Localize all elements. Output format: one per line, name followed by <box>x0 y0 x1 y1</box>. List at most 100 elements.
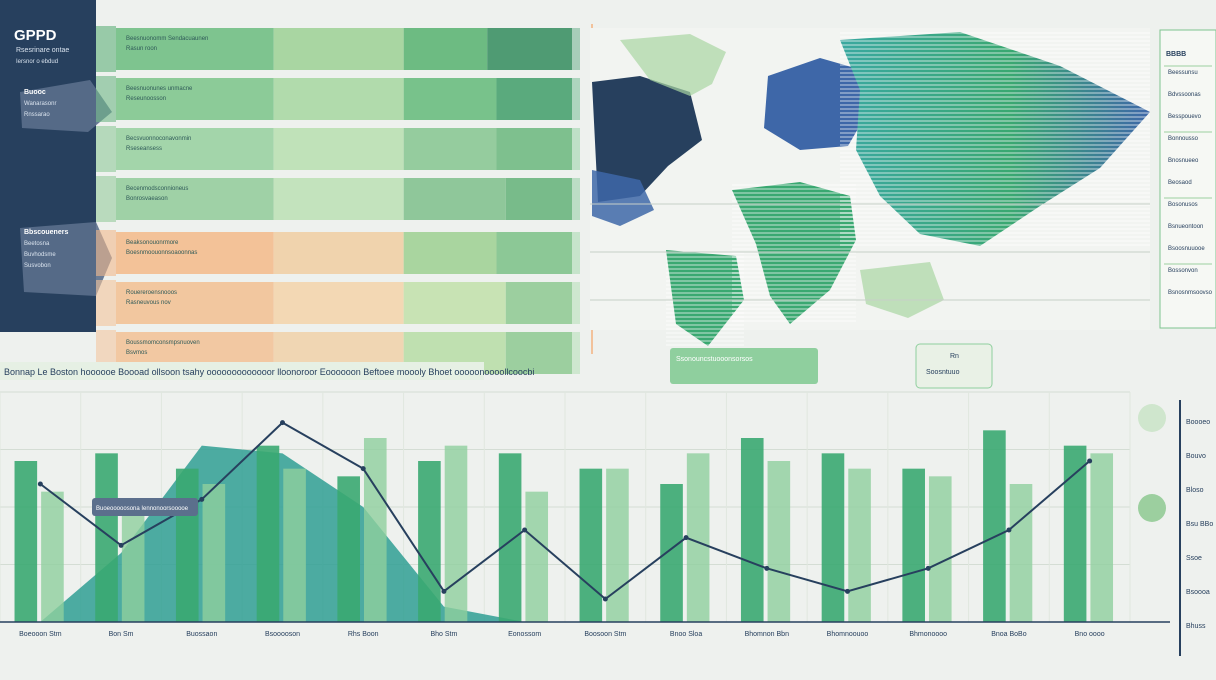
legend-item: Bonnousso <box>1168 136 1199 142</box>
africa-hatch <box>732 182 856 324</box>
x-tick-label: Boosoon Stm <box>584 631 626 638</box>
legend-item: Bsoosnuuooe <box>1168 246 1205 252</box>
south-america-hatch <box>666 250 744 346</box>
bar-segment <box>116 78 274 120</box>
right-chart-panel: Boooeo Bouvo Bloso Bsu BBo Ssoe Bsoooa Bhuss <box>1138 400 1213 656</box>
chart-tooltip <box>92 498 198 516</box>
left-block-line: Beetosna <box>24 241 50 247</box>
chart-header-text: Bonnap Le Boston hoooooe Boooad ollsoon … <box>4 367 534 377</box>
bar-segment <box>505 282 580 324</box>
bar-segment <box>273 28 404 70</box>
bar-1 <box>95 453 118 622</box>
right-panel-label: Bsoooa <box>1186 589 1210 596</box>
x-tick-label: Bhmonoooo <box>909 631 947 638</box>
left-blocks: Buooc Wanarasonr Rnssarao Bbscoueners Beetos… <box>24 89 68 269</box>
right-panel-label: Bouvo <box>1186 453 1206 460</box>
left-block-heading: Buooc <box>24 89 46 96</box>
legend-title: BBBB <box>1166 51 1186 58</box>
left-shape-1 <box>20 80 112 132</box>
left-block-line: Buvhodsme <box>24 252 56 258</box>
line-point <box>199 496 205 502</box>
bar-segment <box>273 232 404 274</box>
right-legend: BBBB Beessunsu Bdvssoonas Besspouevo Bonnou… <box>1159 29 1216 329</box>
bar-segment <box>273 78 404 120</box>
bar-segment <box>496 128 580 170</box>
bar-row-end <box>572 332 580 374</box>
bar-segment <box>273 282 404 324</box>
legend-item: Bsnueontoon <box>1168 224 1203 230</box>
line-point <box>602 596 608 602</box>
bar-row-tab <box>96 176 116 222</box>
bar-2 <box>1090 453 1114 622</box>
bar-segment <box>403 78 497 120</box>
bar-segment <box>116 128 274 170</box>
bar-segment <box>403 282 506 324</box>
bar-row-label: Bsvmos <box>126 350 147 356</box>
bar-2 <box>606 468 629 622</box>
bar-2 <box>41 491 64 622</box>
bar-1 <box>1063 445 1087 622</box>
bar-segment <box>496 78 580 120</box>
bar-2 <box>848 468 871 622</box>
right-panel-dot-2 <box>1138 494 1166 522</box>
bar-1 <box>579 468 603 622</box>
bar-row-label: Beesnuonomm Sendacuaunen <box>126 36 208 42</box>
bar-row-label: Rseseansess <box>126 146 162 152</box>
chart-header-bar <box>0 362 484 380</box>
bar-2 <box>444 445 468 622</box>
line-point <box>1087 458 1093 464</box>
page-subtitle: Rsesrinare ontae <box>16 47 69 54</box>
x-tick-label: Boeooon Stm <box>19 631 62 638</box>
legend-item: Beosaod <box>1168 180 1192 186</box>
bar-segment <box>116 282 274 324</box>
line-point <box>522 527 528 533</box>
bar-row-tab <box>96 230 116 276</box>
bar-segment <box>496 232 580 274</box>
left-block-line: Rnssarao <box>24 112 50 118</box>
map-badge-text: Ssonouncstuooonsorsos <box>676 356 753 363</box>
bar-row-tab <box>96 26 116 72</box>
bar-row-end <box>572 232 580 274</box>
bar-row-label: Beesnuonunes unmacne <box>126 86 193 92</box>
legend-item: Besspouevo <box>1168 114 1202 120</box>
bar-1 <box>498 453 522 622</box>
bar-1 <box>983 430 1006 622</box>
x-tick-label: Bhomnoouoo <box>827 631 869 638</box>
line-series <box>39 421 1091 601</box>
x-tick-label: Bho Stm <box>430 631 457 638</box>
bar-1 <box>821 453 845 622</box>
right-panel-dot-1 <box>1138 404 1166 432</box>
bar-row-label: Beaksonouonrmore <box>126 240 179 246</box>
bar-segment <box>505 178 580 220</box>
chart-tooltip-text: Buoeooooosona Iennonoorsooooe <box>96 506 189 512</box>
bar-row-end <box>572 28 580 70</box>
horizontal-bar-panel: Beesnuonomm Sendacuaunen Rasun roon Beesnu… <box>96 24 593 376</box>
bar-1 <box>256 445 280 622</box>
bar-segment <box>116 232 274 274</box>
x-tick-label: Bsooooson <box>265 631 300 638</box>
bar-1 <box>14 461 38 622</box>
page-caption: Iersnor o ebdud <box>16 59 58 65</box>
right-panel-label: Ssoe <box>1186 555 1202 562</box>
bar-1 <box>660 484 683 622</box>
left-block-line: Susvobon <box>24 263 51 269</box>
bar-segment <box>273 178 404 220</box>
line-point <box>845 588 850 594</box>
bar-1 <box>175 468 199 622</box>
legend-item: Bossonvon <box>1168 268 1198 274</box>
right-panel-label: Boooeo <box>1186 419 1210 426</box>
bar-2 <box>767 461 791 622</box>
left-block-heading: Bbscoueners <box>24 229 68 236</box>
x-tick-label: Rhs Boon <box>348 631 379 638</box>
bar-2 <box>283 468 306 622</box>
main-chart: Boeooon Stm Bon Sm Buossaon Bsooooson Rhs Bo… <box>0 391 1170 638</box>
page-title: GPPD <box>14 27 57 44</box>
line-point <box>1006 527 1012 533</box>
continent-australia <box>860 262 944 318</box>
bar-2 <box>1009 484 1033 622</box>
bar-1 <box>740 438 764 622</box>
bar-row-end <box>572 282 580 324</box>
map-badge <box>670 348 818 384</box>
bar-segment <box>403 28 488 70</box>
line-point <box>280 420 285 426</box>
